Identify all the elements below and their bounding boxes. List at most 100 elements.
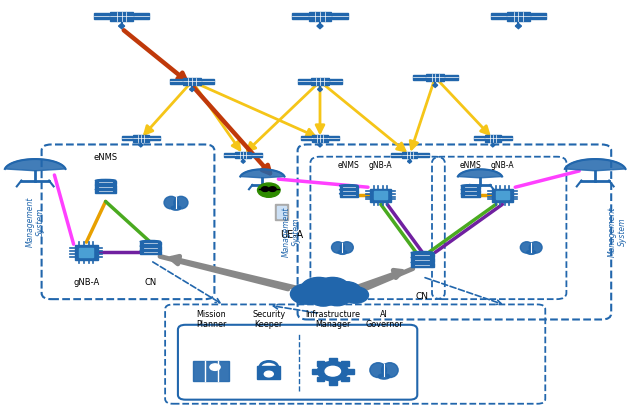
Bar bbox=[340, 186, 358, 189]
Bar bbox=[507, 12, 530, 21]
Bar bbox=[79, 248, 93, 257]
Bar bbox=[170, 79, 182, 84]
Bar bbox=[292, 13, 308, 19]
Ellipse shape bbox=[340, 189, 358, 191]
Polygon shape bbox=[139, 143, 143, 147]
Text: gNB-A: gNB-A bbox=[73, 278, 100, 287]
Bar bbox=[491, 13, 506, 19]
Ellipse shape bbox=[381, 363, 398, 378]
Text: CN: CN bbox=[416, 292, 429, 301]
Bar bbox=[501, 136, 512, 140]
Bar bbox=[402, 151, 417, 158]
Bar bbox=[308, 12, 332, 21]
Text: Management
System: Management System bbox=[26, 197, 45, 247]
Bar bbox=[301, 136, 312, 140]
Text: gNB-A: gNB-A bbox=[369, 161, 392, 170]
Bar bbox=[330, 79, 342, 84]
Bar bbox=[122, 136, 132, 140]
Bar bbox=[95, 181, 116, 184]
Polygon shape bbox=[241, 160, 245, 163]
Text: Infrastructure
Manager: Infrastructure Manager bbox=[305, 310, 360, 329]
Ellipse shape bbox=[338, 250, 347, 254]
Polygon shape bbox=[318, 143, 322, 147]
Circle shape bbox=[323, 288, 351, 306]
Bar bbox=[95, 190, 116, 193]
Bar bbox=[317, 361, 324, 366]
FancyBboxPatch shape bbox=[178, 325, 417, 400]
Circle shape bbox=[269, 187, 276, 191]
Circle shape bbox=[332, 282, 361, 300]
Circle shape bbox=[325, 366, 340, 376]
Bar bbox=[317, 376, 324, 381]
Circle shape bbox=[317, 361, 348, 381]
Polygon shape bbox=[317, 87, 323, 92]
Bar bbox=[133, 135, 148, 142]
Ellipse shape bbox=[95, 179, 116, 182]
Ellipse shape bbox=[461, 189, 479, 191]
Circle shape bbox=[301, 278, 337, 300]
Ellipse shape bbox=[370, 363, 387, 378]
Circle shape bbox=[316, 278, 349, 299]
Circle shape bbox=[310, 289, 337, 306]
Ellipse shape bbox=[411, 261, 434, 264]
Bar bbox=[94, 13, 109, 19]
Bar bbox=[411, 263, 434, 267]
Ellipse shape bbox=[95, 184, 116, 186]
Polygon shape bbox=[565, 159, 625, 171]
Bar bbox=[461, 186, 479, 189]
Bar bbox=[134, 13, 149, 19]
Bar bbox=[183, 78, 201, 85]
Ellipse shape bbox=[140, 245, 161, 247]
Ellipse shape bbox=[171, 206, 181, 210]
Ellipse shape bbox=[461, 185, 479, 187]
Ellipse shape bbox=[520, 242, 533, 253]
Polygon shape bbox=[515, 24, 522, 28]
Ellipse shape bbox=[411, 256, 434, 259]
Bar bbox=[390, 153, 401, 157]
Bar bbox=[224, 153, 235, 157]
Text: AI
Governor: AI Governor bbox=[365, 310, 403, 329]
Bar bbox=[341, 361, 349, 366]
Ellipse shape bbox=[340, 185, 358, 187]
Bar bbox=[140, 246, 161, 249]
Bar bbox=[461, 190, 479, 193]
Ellipse shape bbox=[461, 193, 479, 195]
Text: gNB-A: gNB-A bbox=[491, 161, 514, 170]
Bar bbox=[374, 191, 387, 199]
Polygon shape bbox=[317, 24, 323, 28]
Polygon shape bbox=[5, 159, 65, 171]
Bar bbox=[445, 75, 458, 80]
Bar bbox=[298, 79, 310, 84]
Circle shape bbox=[210, 364, 220, 370]
Text: CN: CN bbox=[144, 278, 157, 287]
Bar bbox=[340, 194, 358, 197]
Bar bbox=[340, 190, 358, 193]
Bar bbox=[275, 204, 288, 220]
Ellipse shape bbox=[174, 196, 188, 209]
Text: Management
System: Management System bbox=[608, 207, 627, 257]
Bar bbox=[341, 376, 349, 381]
Ellipse shape bbox=[527, 250, 536, 254]
Bar bbox=[411, 253, 434, 257]
Ellipse shape bbox=[164, 196, 178, 209]
Bar bbox=[332, 13, 348, 19]
Circle shape bbox=[261, 187, 269, 191]
Bar bbox=[328, 136, 339, 140]
Bar bbox=[236, 151, 251, 158]
Bar bbox=[492, 189, 513, 202]
Bar bbox=[110, 12, 133, 21]
Bar bbox=[257, 366, 280, 379]
Bar bbox=[461, 194, 479, 197]
Polygon shape bbox=[408, 160, 412, 163]
Circle shape bbox=[291, 284, 323, 304]
Bar bbox=[140, 251, 161, 254]
Text: eNMS: eNMS bbox=[93, 153, 118, 162]
Text: eNMS: eNMS bbox=[338, 161, 360, 170]
Bar bbox=[312, 135, 328, 142]
Polygon shape bbox=[240, 169, 285, 178]
Bar bbox=[426, 74, 444, 81]
Circle shape bbox=[264, 371, 273, 377]
Ellipse shape bbox=[140, 241, 161, 243]
Text: Management
System: Management System bbox=[282, 207, 301, 257]
Bar bbox=[140, 242, 161, 245]
